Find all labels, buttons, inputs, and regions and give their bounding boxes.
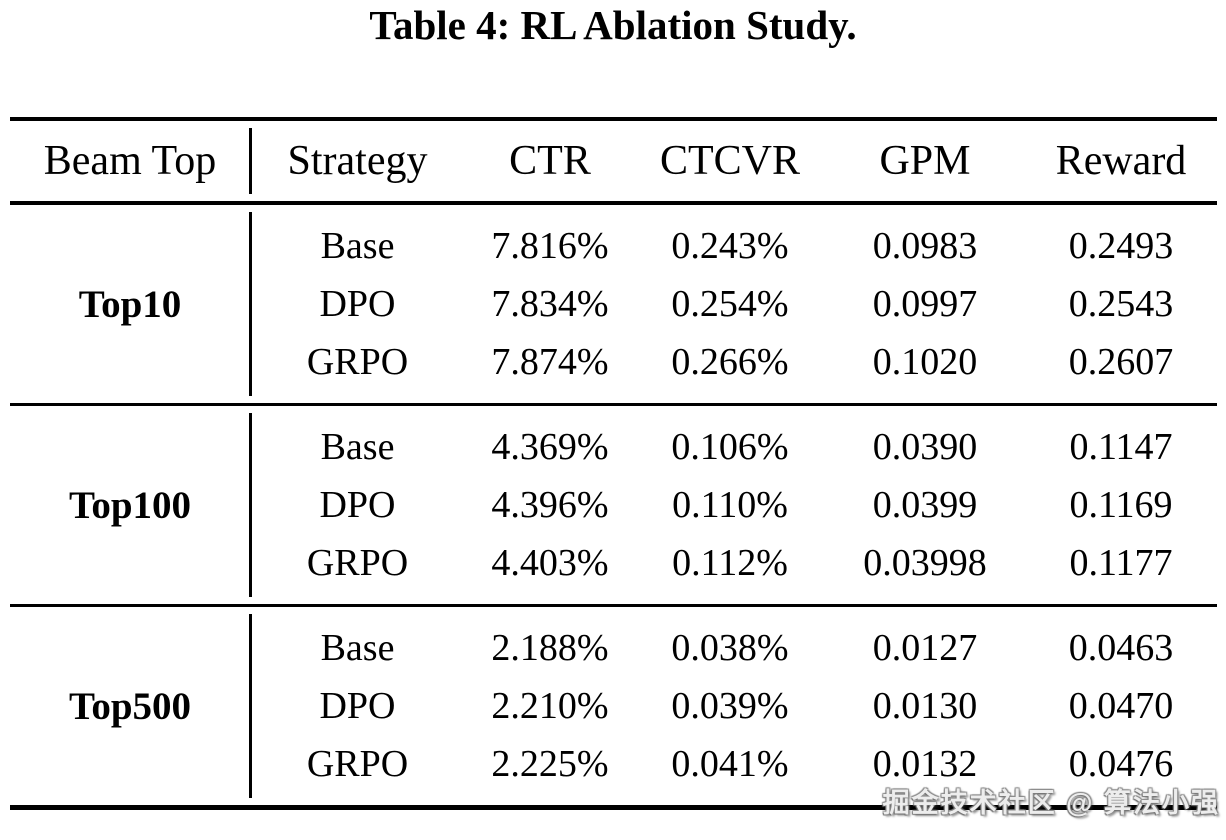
cell-strategy: Base	[320, 426, 395, 468]
cell-gpm: 0.0127	[872, 627, 978, 669]
group-label-top10: Top10	[78, 282, 182, 326]
table-header-row: Beam Top Strategy CTR CTCVR GPM Reward	[10, 121, 1217, 201]
rl-ablation-table: Beam Top Strategy CTR CTCVR GPM Reward T…	[10, 117, 1217, 810]
beam-top-column-divider	[249, 128, 252, 194]
cell-ctr: 2.225%	[491, 743, 609, 785]
cell-gpm: 0.03998	[863, 542, 987, 584]
table-group-top500: Top500 Base 2.188% 0.038% 0.0127 0.0463 …	[10, 607, 1217, 805]
cell-reward: 0.0470	[1068, 685, 1174, 727]
cell-ctcvr: 0.243%	[671, 225, 789, 267]
cell-strategy: DPO	[319, 484, 396, 526]
col-header-reward: Reward	[1055, 138, 1187, 184]
cell-reward: 0.2543	[1068, 283, 1174, 325]
cell-strategy: GRPO	[306, 341, 409, 383]
cell-ctcvr: 0.039%	[671, 685, 789, 727]
col-header-ctr: CTR	[509, 138, 591, 184]
cell-gpm: 0.0132	[872, 743, 978, 785]
cell-ctr: 7.874%	[491, 341, 609, 383]
cell-ctr: 2.188%	[491, 627, 609, 669]
col-header-ctcvr: CTCVR	[659, 138, 801, 184]
cell-gpm: 0.0130	[872, 685, 978, 727]
cell-strategy: GRPO	[306, 542, 409, 584]
table-caption: Table 4: RL Ablation Study.	[369, 2, 857, 48]
cell-reward: 0.2607	[1068, 341, 1174, 383]
cell-strategy: Base	[320, 627, 395, 669]
col-header-strategy: Strategy	[287, 138, 428, 184]
table-top-rule	[10, 117, 1217, 121]
table-group-top100: Top100 Base 4.369% 0.106% 0.0390 0.1147 …	[10, 406, 1217, 604]
cell-ctr: 7.816%	[491, 225, 609, 267]
beam-top-column-divider	[249, 413, 252, 597]
cell-reward: 0.0463	[1068, 627, 1174, 669]
cell-gpm: 0.0399	[872, 484, 978, 526]
group-divider	[10, 604, 1217, 607]
col-header-gpm: GPM	[879, 138, 971, 184]
group-divider	[10, 403, 1217, 406]
cell-ctr: 4.369%	[491, 426, 609, 468]
cell-ctcvr: 0.106%	[671, 426, 789, 468]
cell-ctcvr: 0.110%	[672, 484, 788, 526]
cell-reward: 0.1169	[1069, 484, 1173, 526]
cell-ctcvr: 0.038%	[671, 627, 789, 669]
cell-ctr: 4.403%	[491, 542, 609, 584]
cell-reward: 0.1147	[1069, 426, 1173, 468]
cell-ctcvr: 0.254%	[671, 283, 789, 325]
watermark-text: 掘金技术社区 @ 算法小强	[882, 788, 1220, 818]
cell-ctr: 7.834%	[491, 283, 609, 325]
cell-strategy: Base	[320, 225, 395, 267]
header-rule	[10, 201, 1217, 205]
cell-strategy: DPO	[319, 283, 396, 325]
table-bottom-rule	[10, 805, 1217, 810]
cell-gpm: 0.1020	[872, 341, 978, 383]
cell-strategy: GRPO	[306, 743, 409, 785]
beam-top-column-divider	[249, 614, 252, 798]
cell-reward: 0.1177	[1069, 542, 1173, 584]
beam-top-column-divider	[249, 212, 252, 396]
cell-gpm: 0.0390	[872, 426, 978, 468]
cell-reward: 0.0476	[1068, 743, 1174, 785]
cell-ctcvr: 0.112%	[672, 542, 788, 584]
cell-reward: 0.2493	[1068, 225, 1174, 267]
cell-ctr: 4.396%	[491, 484, 609, 526]
cell-ctcvr: 0.041%	[671, 743, 789, 785]
group-label-top500: Top500	[68, 684, 192, 728]
group-label-top100: Top100	[68, 483, 192, 527]
col-header-beam-top: Beam Top	[43, 138, 217, 184]
table-group-top10: Top10 Base 7.816% 0.243% 0.0983 0.2493 D…	[10, 205, 1217, 403]
cell-strategy: DPO	[319, 685, 396, 727]
cell-ctr: 2.210%	[491, 685, 609, 727]
cell-gpm: 0.0983	[872, 225, 978, 267]
cell-gpm: 0.0997	[872, 283, 978, 325]
cell-ctcvr: 0.266%	[671, 341, 789, 383]
